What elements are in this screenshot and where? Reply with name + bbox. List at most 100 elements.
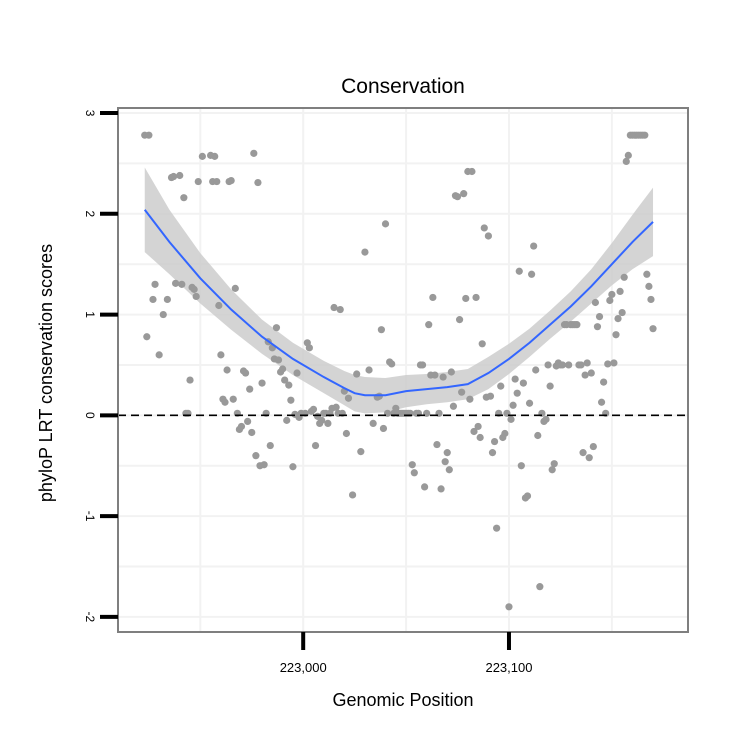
data-point (318, 416, 326, 424)
data-point (159, 310, 167, 319)
y-tick-label: -1 (83, 511, 97, 522)
data-point (221, 398, 229, 406)
data-point (618, 308, 626, 317)
data-point (579, 449, 587, 457)
data-point (587, 369, 595, 377)
data-point (215, 301, 223, 310)
data-point (565, 361, 573, 369)
data-point (194, 177, 202, 186)
data-point (279, 365, 287, 373)
data-point (441, 458, 449, 466)
data-point (509, 401, 517, 409)
data-point (466, 395, 474, 403)
data-point (595, 312, 604, 321)
data-point (272, 324, 281, 332)
data-point (490, 437, 499, 446)
data-point (647, 295, 655, 304)
data-point (476, 433, 484, 442)
data-point (437, 485, 445, 493)
data-point (624, 151, 632, 159)
data-point (258, 379, 266, 387)
data-point (544, 361, 552, 369)
data-point (365, 366, 373, 374)
data-point (178, 280, 186, 288)
data-point (155, 351, 163, 359)
data-point (186, 376, 194, 384)
data-point (488, 449, 497, 457)
data-point (190, 285, 198, 293)
data-point (408, 461, 416, 469)
data-point (447, 368, 455, 376)
y-tick-label: -2 (83, 612, 97, 623)
data-point (581, 371, 589, 379)
data-point (229, 395, 237, 403)
data-point (241, 369, 250, 377)
data-point (375, 392, 383, 400)
data-point (217, 351, 225, 359)
data-point (445, 466, 453, 474)
data-point (573, 321, 581, 329)
data-point (472, 293, 480, 302)
data-point (453, 193, 462, 201)
data-point (550, 460, 558, 468)
data-point (600, 378, 608, 386)
data-point (213, 177, 221, 186)
data-point (377, 326, 385, 334)
data-point (274, 356, 283, 364)
data-point (507, 415, 515, 423)
data-point (523, 492, 532, 500)
data-point (486, 392, 495, 400)
data-point (643, 270, 651, 278)
data-point (458, 388, 466, 396)
data-point (480, 224, 488, 232)
y-tick-label: 1 (83, 311, 97, 318)
data-point (425, 321, 433, 329)
data-point (614, 315, 622, 323)
data-point (332, 403, 340, 411)
data-point (342, 429, 351, 438)
data-point (379, 424, 388, 433)
confidence-band-layer (144, 167, 654, 414)
data-point (534, 431, 542, 440)
data-point (252, 452, 260, 460)
axis-layer: -2 -1 0 1 2 3 223,000 223,100 (83, 110, 532, 675)
data-point (645, 282, 653, 290)
data-point (289, 463, 297, 471)
data-point (244, 417, 252, 425)
data-point (421, 483, 429, 491)
data-point (266, 441, 274, 450)
data-point (410, 469, 418, 477)
data-point (620, 273, 628, 281)
data-point (180, 194, 188, 202)
data-point (470, 427, 478, 436)
panel-border (117, 107, 689, 633)
data-point (287, 396, 295, 404)
data-point (344, 394, 353, 402)
data-point (515, 267, 523, 275)
data-point (198, 152, 206, 160)
data-point (542, 415, 550, 423)
data-point (577, 361, 585, 369)
data-point (585, 454, 593, 462)
data-point (608, 290, 616, 299)
data-point (511, 375, 519, 383)
data-point (519, 379, 527, 387)
data-point (151, 280, 159, 288)
data-point (431, 371, 439, 379)
data-point (622, 157, 630, 166)
data-point (237, 422, 246, 431)
data-point (548, 466, 556, 474)
y-tick-label: 2 (83, 210, 97, 217)
data-point (429, 293, 437, 302)
x-tick-label: 223,100 (485, 660, 532, 675)
data-point (163, 295, 171, 304)
data-point (484, 232, 492, 240)
data-point (497, 382, 505, 390)
data-point (478, 340, 486, 348)
data-point (433, 440, 441, 449)
smooth-curve (143, 209, 654, 397)
grid-layer (118, 108, 688, 632)
data-point (439, 373, 447, 381)
data-point (305, 344, 313, 352)
